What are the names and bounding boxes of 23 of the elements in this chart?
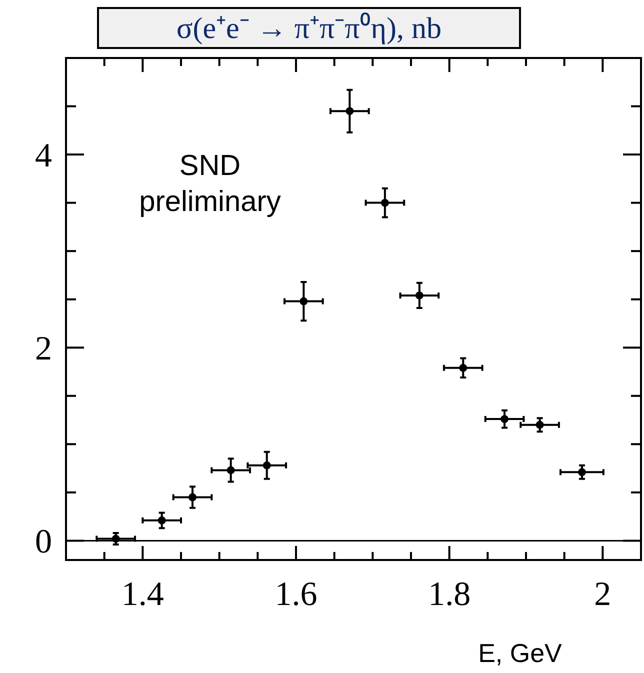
x-tick-label: 2 (594, 576, 612, 613)
y-tick-label: 2 (35, 330, 52, 368)
point (188, 493, 196, 502)
point (112, 534, 120, 543)
point (262, 461, 271, 470)
point (415, 292, 424, 300)
point (158, 516, 166, 524)
point (226, 466, 235, 474)
x-axis-title: E, GeV (478, 638, 563, 668)
point (300, 297, 308, 306)
point (346, 107, 354, 116)
point (500, 415, 509, 424)
x-tick-label: 1.8 (428, 576, 471, 613)
y-tick-label: 4 (35, 137, 52, 174)
point (578, 468, 586, 476)
point (459, 364, 468, 372)
y-tick-label: 0 (35, 524, 52, 561)
x-tick-label: 1.4 (121, 576, 164, 613)
x-tick-label: 1.6 (274, 576, 318, 613)
chart-title: σ(e⁺e⁻ → π⁺π⁻π⁰η), nb (176, 12, 442, 45)
annotation: SND preliminary (139, 150, 282, 218)
point (380, 198, 389, 207)
point (536, 420, 544, 429)
